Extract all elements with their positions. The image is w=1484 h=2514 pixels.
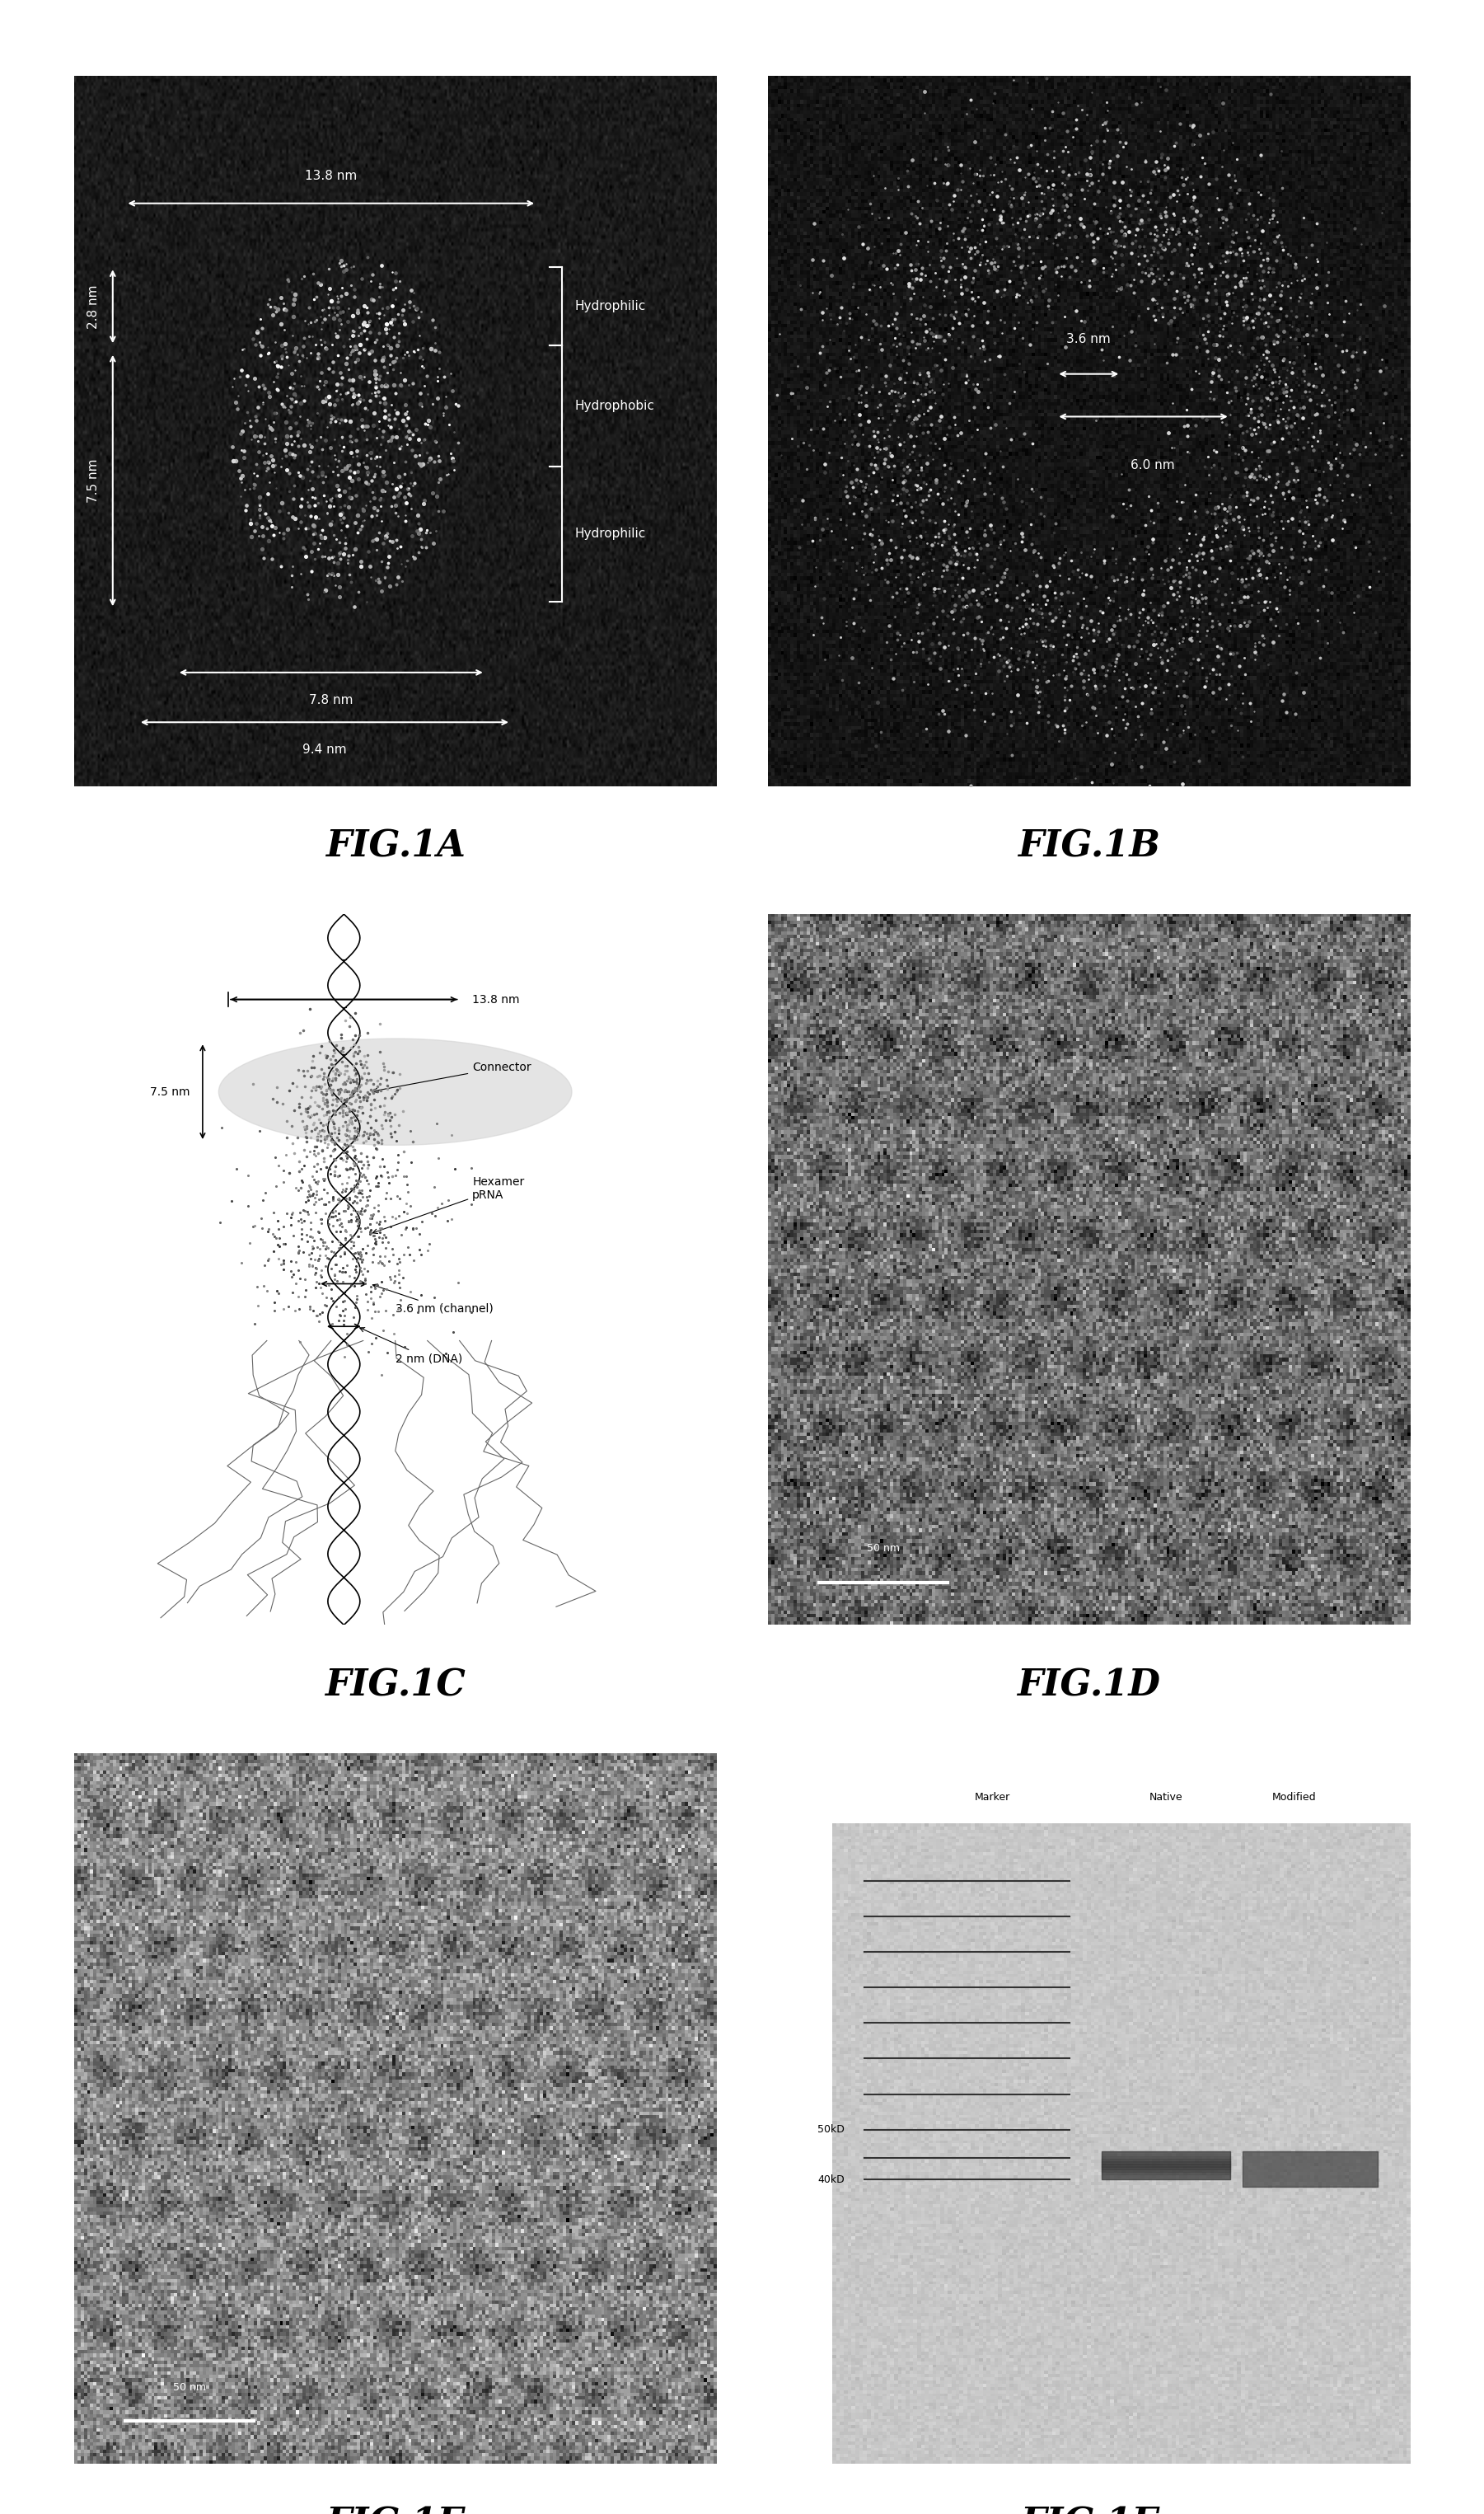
Text: Marker: Marker xyxy=(975,1792,1011,1803)
Text: Hexamer
pRNA: Hexamer pRNA xyxy=(372,1177,524,1234)
Text: 9.4 nm: 9.4 nm xyxy=(303,744,347,757)
Text: 50kD: 50kD xyxy=(818,2124,844,2134)
Text: FIG.1D: FIG.1D xyxy=(1017,1667,1160,1702)
Text: 7.5 nm: 7.5 nm xyxy=(88,458,99,503)
Text: 50 nm: 50 nm xyxy=(174,2381,206,2393)
Text: FIG.1B: FIG.1B xyxy=(1018,830,1160,865)
Text: Native: Native xyxy=(1149,1792,1183,1803)
Text: 40kD: 40kD xyxy=(818,2175,844,2185)
Text: 7.8 nm: 7.8 nm xyxy=(309,694,353,706)
Text: 50 nm: 50 nm xyxy=(867,1544,899,1554)
Text: 13.8 nm: 13.8 nm xyxy=(306,168,358,181)
Text: Hydrophobic: Hydrophobic xyxy=(576,400,654,412)
Text: 3.6 nm: 3.6 nm xyxy=(1067,334,1112,344)
Text: 13.8 nm: 13.8 nm xyxy=(472,993,519,1006)
Ellipse shape xyxy=(218,1038,571,1146)
Text: Connector: Connector xyxy=(372,1061,531,1094)
Text: FIG.1C: FIG.1C xyxy=(325,1667,466,1702)
Text: Hydrophilic: Hydrophilic xyxy=(576,528,646,541)
Text: 6.0 nm: 6.0 nm xyxy=(1131,460,1175,473)
Text: Hydrophilic: Hydrophilic xyxy=(576,299,646,312)
Text: 2 nm (DNA): 2 nm (DNA) xyxy=(359,1327,462,1365)
Text: FIG.1F: FIG.1F xyxy=(1020,2506,1158,2514)
Text: 7.5 nm: 7.5 nm xyxy=(150,1086,190,1099)
Text: FIG.1E: FIG.1E xyxy=(325,2506,464,2514)
Text: Modified: Modified xyxy=(1272,1792,1316,1803)
Text: 3.6 nm (channel): 3.6 nm (channel) xyxy=(372,1285,493,1315)
Text: 2.8 nm: 2.8 nm xyxy=(88,284,99,329)
Text: FIG.1A: FIG.1A xyxy=(325,830,466,865)
